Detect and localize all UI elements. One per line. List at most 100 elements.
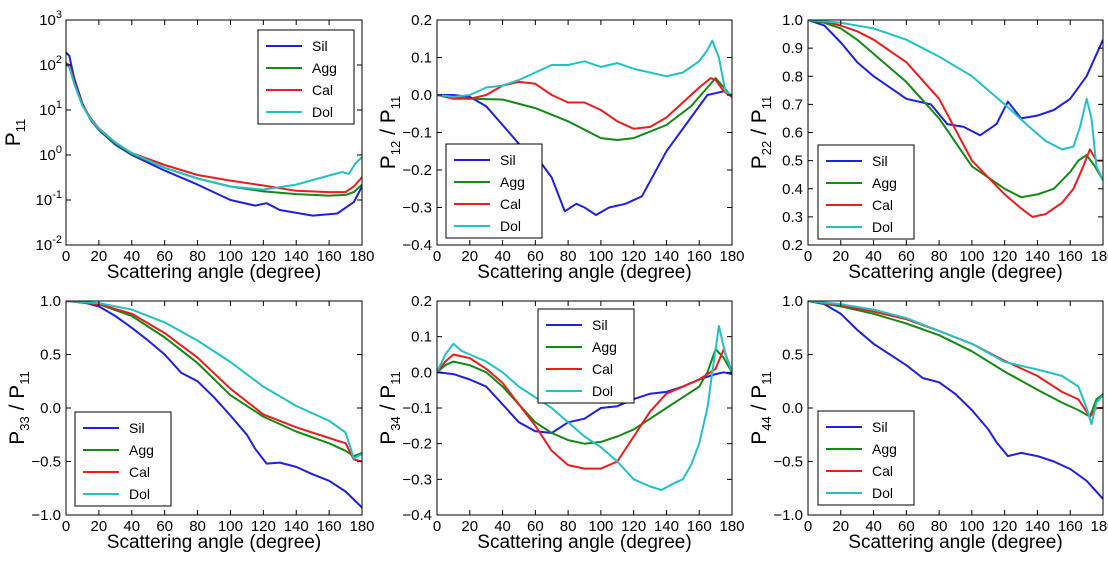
x-tick-label: 100	[218, 248, 243, 265]
legend-label-agg: Agg	[500, 174, 525, 190]
y-tick-label: 102	[39, 54, 62, 74]
legend-label-dol: Dol	[500, 218, 521, 234]
y-tick-label: −1.0	[31, 507, 61, 524]
y-tick-label: 101	[39, 99, 62, 119]
x-tick-label: 20	[832, 248, 849, 265]
x-tick-label: 140	[654, 248, 679, 265]
x-tick-label: 80	[560, 518, 577, 535]
legend-label-sil: Sil	[312, 38, 328, 54]
series-line-dol	[808, 20, 1103, 181]
x-tick-label: 80	[931, 248, 948, 265]
x-tick-label: 60	[527, 248, 544, 265]
legend-label-agg: Agg	[872, 175, 897, 191]
legend-label-sil: Sil	[872, 419, 888, 435]
x-tick-label: 120	[992, 248, 1017, 265]
legend: Sil Agg Cal Dol	[445, 143, 543, 239]
series-line-sil	[437, 90, 732, 216]
x-tick-label: 60	[156, 518, 173, 535]
legend-label-cal: Cal	[872, 463, 893, 479]
y-tick-label: 0.2	[411, 12, 432, 29]
y-tick-label: 0.0	[411, 364, 432, 381]
x-tick-label: 160	[1058, 248, 1083, 265]
x-tick-label: 160	[1058, 518, 1083, 535]
y-tick-label: 103	[39, 9, 62, 29]
x-tick-label: 180	[719, 518, 744, 535]
y-tick-label: −0.1	[402, 125, 432, 142]
x-tick-label: 120	[621, 518, 646, 535]
plot-frame	[65, 19, 363, 246]
y-axis-label: P12 / P11	[377, 96, 403, 170]
x-axis-label: Scattering angle (degree)	[477, 532, 691, 553]
x-tick-label: 80	[931, 518, 948, 535]
legend-label-cal: Cal	[129, 464, 150, 480]
x-axis-label: Scattering angle (degree)	[477, 262, 691, 283]
x-tick-label: 160	[687, 248, 712, 265]
y-tick-label: 0.5	[40, 347, 61, 364]
y-tick-label: 10-2	[36, 234, 62, 254]
y-axis-label: P11	[2, 119, 28, 147]
x-tick-label: 160	[317, 248, 342, 265]
x-tick-label: 100	[959, 248, 984, 265]
y-axis-label: P33 / P11	[6, 371, 32, 445]
legend-label-cal: Cal	[312, 82, 333, 98]
x-tick-label: 140	[284, 518, 309, 535]
panel-4: 0 20 40 60 80 100 120 140 160 180 −1.0 −0.5 0.0 0.5 1.…	[6, 293, 375, 553]
x-tick-label: 0	[62, 248, 70, 265]
series-line-dol	[66, 301, 362, 460]
y-tick-label: 0.5	[782, 153, 803, 170]
x-tick-label: 100	[959, 518, 984, 535]
legend-label-cal: Cal	[500, 196, 521, 212]
y-tick-label: −0.5	[31, 454, 61, 471]
y-tick-label: −0.4	[402, 507, 432, 524]
x-tick-label: 100	[588, 248, 613, 265]
x-tick-label: 120	[992, 518, 1017, 535]
legend-label-agg: Agg	[592, 339, 617, 355]
legend-label-sil: Sil	[129, 420, 145, 436]
legend-box	[817, 144, 915, 240]
series-line-cal	[66, 301, 362, 463]
panel-2: 0 20 40 60 80 100 120 140 160 180 −0.4 −0.3 −0.2 −0.1…	[377, 12, 745, 283]
series-line-cal	[808, 301, 1103, 418]
legend: Sil Agg Cal Dol	[817, 144, 915, 240]
x-tick-label: 140	[654, 518, 679, 535]
x-tick-label: 20	[832, 518, 849, 535]
x-tick-label: 120	[251, 518, 276, 535]
legend: Sil Agg Cal Dol	[257, 29, 355, 125]
y-tick-label: 0.2	[411, 293, 432, 310]
y-tick-label: 10-1	[36, 189, 62, 209]
series-line-agg	[808, 301, 1103, 418]
series-line-agg	[66, 301, 362, 458]
y-tick-label: 0.5	[782, 347, 803, 364]
y-tick-label: 0.6	[782, 125, 803, 142]
panel-6: 0 20 40 60 80 100 120 140 160 180 −1.0 −0.5 0.0 0.5 1.…	[748, 293, 1108, 553]
y-tick-label: 0.1	[411, 50, 432, 67]
panel-1: 0 20 40 60 80 100 120 140 160 180 10-2 10-1 100 101 10…	[2, 9, 375, 283]
x-tick-label: 80	[189, 518, 206, 535]
y-tick-label: 0.3	[782, 209, 803, 226]
x-tick-label: 0	[804, 518, 812, 535]
x-tick-label: 140	[1025, 248, 1050, 265]
x-axis-label: Scattering angle (degree)	[848, 532, 1062, 553]
legend-label-cal: Cal	[872, 197, 893, 213]
y-tick-label: −0.2	[402, 162, 432, 179]
legend-box	[257, 29, 355, 125]
legend-box	[537, 308, 635, 404]
y-tick-label: 0.0	[411, 87, 432, 104]
x-tick-label: 80	[560, 248, 577, 265]
x-tick-label: 40	[865, 518, 882, 535]
x-tick-label: 40	[494, 248, 511, 265]
legend-box	[74, 411, 172, 507]
legend-box	[817, 410, 915, 506]
y-tick-label: −0.3	[402, 471, 432, 488]
x-tick-label: 180	[1090, 248, 1108, 265]
x-tick-label: 180	[719, 248, 744, 265]
y-axis-label: P34 / P11	[377, 371, 403, 445]
x-axis-label: Scattering angle (degree)	[107, 532, 321, 553]
x-tick-label: 60	[156, 248, 173, 265]
x-tick-label: 160	[687, 518, 712, 535]
series-line-cal	[808, 20, 1103, 218]
x-tick-label: 120	[621, 248, 646, 265]
y-tick-label: 100	[39, 144, 62, 164]
y-tick-label: −0.4	[402, 237, 432, 254]
series-line-agg	[437, 77, 732, 141]
